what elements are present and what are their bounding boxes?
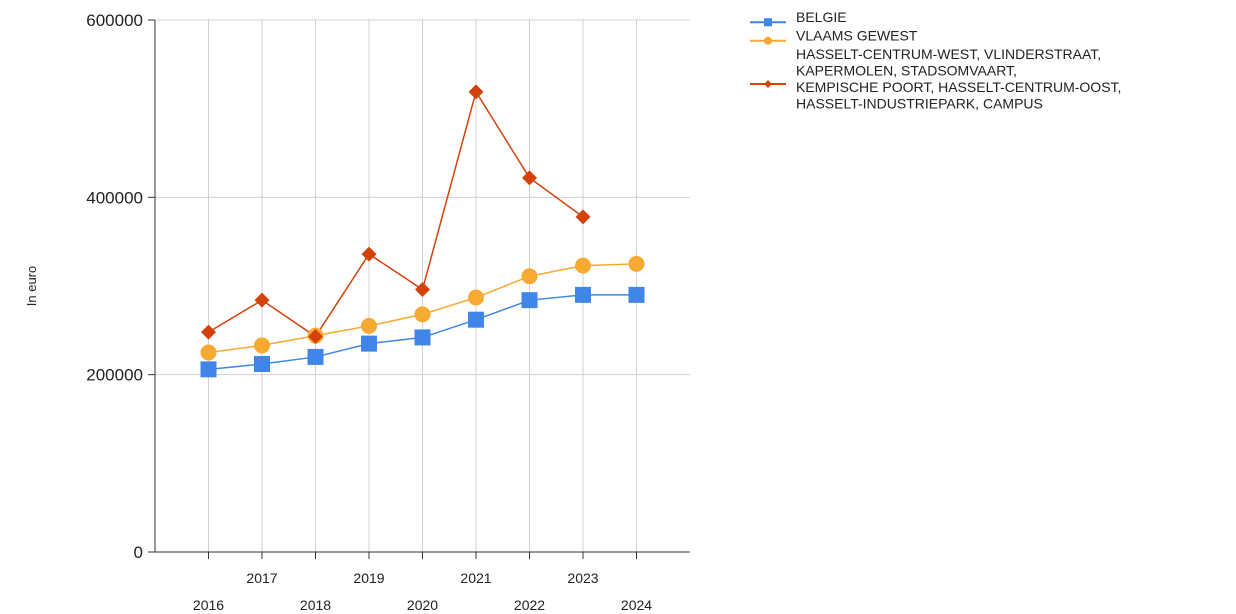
x-tick-label: 2023	[567, 570, 598, 586]
data-point-series-1	[361, 317, 377, 334]
y-tick-label: 600000	[86, 11, 143, 30]
legend: BELGIE VLAAMS GEWEST HASSELT-CENTRUM-WEST,…	[750, 9, 1121, 112]
legend-swatch-marker	[764, 36, 772, 45]
data-point-series-1	[575, 257, 591, 274]
data-point-series-0	[361, 335, 377, 352]
data-point-series-1	[628, 255, 645, 272]
data-point-series-0	[575, 286, 591, 303]
x-tick-label: 2021	[460, 570, 491, 586]
y-tick-label: 400000	[86, 188, 143, 207]
legend-swatch-marker	[764, 80, 772, 88]
axis-labels: 0 200000 400000 600000 2016 2017 2018 2019 2020 2…	[24, 11, 652, 613]
legend-label: HASSELT-CENTRUM-WEST, VLINDERSTRAAT,	[796, 46, 1101, 62]
data-point-series-1	[468, 289, 484, 306]
data-point-series-0	[254, 356, 270, 373]
data-point-series-0	[200, 361, 217, 378]
x-tick-label: 2022	[514, 597, 545, 613]
y-tick-label: 200000	[86, 366, 143, 385]
data-point-series-2	[575, 209, 591, 225]
x-tick-label: 2018	[300, 597, 331, 613]
x-tick-label: 2016	[193, 597, 224, 613]
y-tick-label: 0	[134, 543, 143, 562]
data-point-series-0	[521, 292, 538, 309]
legend-label: HASSELT-INDUSTRIEPARK, CAMPUS	[796, 96, 1043, 112]
axes	[148, 19, 690, 559]
data-point-series-2	[415, 282, 430, 298]
legend-label: BELGIE	[796, 9, 847, 25]
data-point-series-2	[361, 246, 377, 262]
x-tick-label: 2020	[407, 597, 438, 613]
legend-label: KEMPISCHE POORT, HASSELT-CENTRUM-OOST,	[796, 79, 1121, 95]
data-point-series-1	[414, 306, 431, 323]
legend-label: KAPERMOLEN, STADSOMVAART,	[796, 63, 1017, 79]
grid-lines	[155, 19, 690, 552]
data-point-series-2	[254, 292, 270, 308]
data-point-series-1	[521, 268, 538, 285]
legend-label: VLAAMS GEWEST	[796, 28, 918, 44]
x-tick-label: 2024	[621, 597, 652, 613]
y-axis-title: In euro	[24, 266, 39, 306]
x-tick-label: 2017	[246, 570, 277, 586]
series-line-2	[208, 89, 584, 338]
legend-swatch-marker	[764, 18, 772, 27]
x-tick-label: 2019	[353, 570, 384, 586]
data-point-series-1	[200, 344, 217, 361]
data-point-series-1	[254, 337, 270, 354]
data-point-series-0	[307, 348, 324, 365]
data-point-series-2	[522, 170, 537, 186]
data-point-series-0	[468, 311, 484, 328]
data-point-series-2	[468, 84, 484, 100]
data-point-series-2	[201, 324, 216, 340]
data-point-series-0	[414, 329, 431, 346]
series-markers	[200, 84, 645, 378]
data-point-series-2	[308, 329, 323, 345]
data-point-series-0	[628, 286, 645, 303]
